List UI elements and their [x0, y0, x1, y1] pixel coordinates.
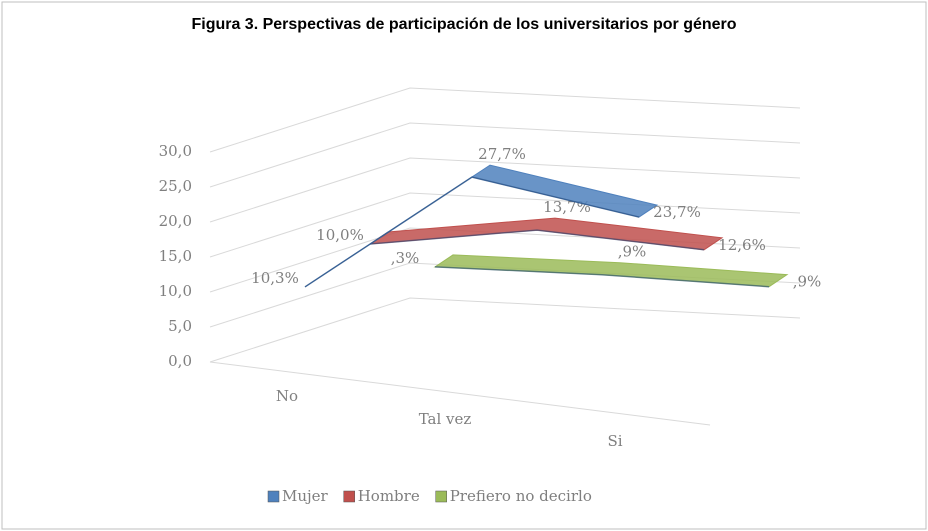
data-label: 23,7% — [653, 203, 701, 221]
legend-swatch — [435, 490, 447, 503]
chart-title: Figura 3. Perspectivas de participación … — [191, 16, 736, 33]
y-tick-label: 5,0 — [168, 317, 192, 335]
data-label: 10,3% — [251, 269, 299, 287]
data-label: 27,7% — [478, 145, 526, 163]
y-tick-label: 15,0 — [159, 247, 192, 265]
y-tick-label: 10,0 — [159, 282, 192, 300]
y-tick-label: 30,0 — [159, 142, 192, 160]
floor-line — [209, 361, 711, 426]
y-tick-label: 20,0 — [159, 212, 192, 230]
data-label: 10,0% — [316, 226, 364, 244]
legend-swatch — [267, 490, 280, 503]
legend-swatch — [343, 490, 355, 503]
grid-line — [209, 192, 801, 258]
series-edge — [369, 229, 705, 251]
y-tick-label: 25,0 — [159, 177, 192, 195]
data-label: ,9% — [793, 273, 822, 291]
data-label: ,3% — [391, 249, 420, 267]
y-tick-label: 0,0 — [168, 352, 192, 370]
grid-line — [209, 87, 801, 153]
data-label: ,9% — [618, 243, 647, 261]
legend-label: Mujer — [282, 487, 329, 505]
data-label: 12,6% — [718, 236, 766, 254]
x-tick-label: Tal vez — [419, 410, 472, 428]
series-edge — [304, 176, 640, 288]
grid-line — [209, 157, 801, 223]
grid-line — [209, 297, 801, 363]
x-tick-label: No — [276, 387, 298, 405]
legend-label: Prefiero no decirlo — [450, 487, 592, 505]
series-edge — [434, 266, 770, 288]
legend-label: Hombre — [358, 487, 420, 505]
x-tick-label: Si — [607, 432, 622, 450]
grid-line — [209, 122, 801, 188]
